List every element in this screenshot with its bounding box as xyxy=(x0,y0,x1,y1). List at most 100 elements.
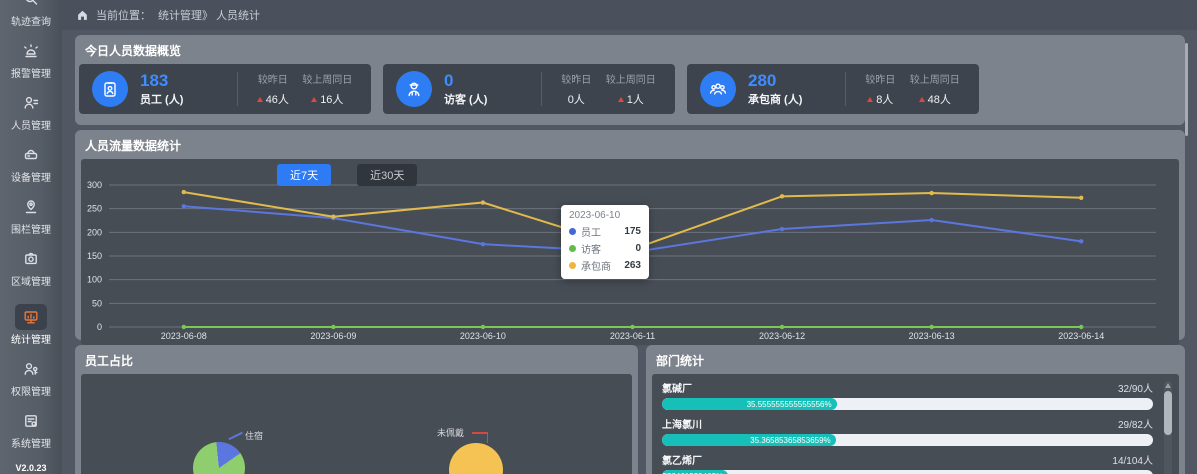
sidebar-item-device[interactable]: 设备管理 xyxy=(0,142,62,194)
svg-text:300: 300 xyxy=(87,180,102,190)
trend-up-arrow-icon xyxy=(617,96,624,102)
svg-text:100: 100 xyxy=(87,275,102,285)
tooltip-date: 2023-06-10 xyxy=(569,210,621,221)
compare-label: 较上周同日 xyxy=(302,75,353,86)
pie-label-connector xyxy=(486,432,488,443)
sidebar-item-label: 区域管理 xyxy=(11,277,51,288)
stat-cards: 183 员工 (人) 较昨日 46人 较上周同日 16人 0 访客 (人) 较昨… xyxy=(75,64,1185,114)
alarm-icon xyxy=(15,38,47,64)
compare-label: 较昨日 xyxy=(865,75,896,86)
sidebar-item-label: 轨迹查询 xyxy=(11,17,51,28)
stat-card: 0 访客 (人) 较昨日 0人 较上周同日 1人 xyxy=(383,64,675,114)
range-tab-30d[interactable]: 近30天 xyxy=(357,164,418,186)
series-dot-icon xyxy=(569,245,576,252)
stat-value: 183 xyxy=(140,71,169,90)
flow-chart-area: 近7天 近30天 0 50 100 150 200 250 300 2023-06-08 2023… xyxy=(81,159,1179,345)
department-bar-track: 13.461538461538462% xyxy=(662,470,1153,474)
svg-text:250: 250 xyxy=(87,204,102,214)
stat-value: 280 xyxy=(748,71,777,90)
compare-value: 1人 xyxy=(626,94,644,106)
department-title: 部门统计 xyxy=(656,354,705,368)
stat-card: 280 承包商 (人) 较昨日 8人 较上周同日 48人 xyxy=(687,64,979,114)
sidebar-item-label: 统计管理 xyxy=(11,335,51,346)
range-tab-7d[interactable]: 近7天 xyxy=(277,164,332,186)
breadcrumb-path[interactable]: 统计管理》 人员统计 xyxy=(158,10,261,22)
breadcrumb-prefix: 当前位置： xyxy=(96,10,151,22)
employee-ratio-panel: 员工占比 住宿 未佩戴 xyxy=(75,345,638,474)
tooltip-row: 访客 0 xyxy=(569,241,641,256)
chart-tooltip: 2023-06-10 员工 175 访客 0 承包商 263 xyxy=(561,205,649,279)
system-icon xyxy=(15,408,47,434)
card-divider xyxy=(541,72,542,106)
department-scrollbar[interactable] xyxy=(1164,381,1172,474)
sidebar-item-label: 人员管理 xyxy=(11,121,51,132)
range-tabs: 近7天 近30天 xyxy=(277,164,418,186)
sidebar-item-personnel[interactable]: 人员管理 xyxy=(0,90,62,142)
compare-value: 48人 xyxy=(927,94,951,106)
bottom-panels: 员工占比 住宿 未佩戴 部门统计 氯碱厂 32/90人 35.5555555555… xyxy=(75,345,1185,474)
sidebar-item-label: 报警管理 xyxy=(11,69,51,80)
svg-text:2023-06-13: 2023-06-13 xyxy=(909,331,955,341)
department-panel: 部门统计 氯碱厂 32/90人 35.555555555555556% 上海氯川… xyxy=(646,345,1185,474)
svg-text:2023-06-11: 2023-06-11 xyxy=(610,331,655,341)
department-row: 氯乙烯厂 14/104人 13.461538461538462% xyxy=(662,452,1153,474)
app-version: V2.0.23 xyxy=(15,463,47,473)
content-scrollbar-thumb[interactable] xyxy=(1185,43,1188,136)
sidebar-item-permission[interactable]: 权限管理 xyxy=(0,356,62,408)
flow-panel: 人员流量数据统计 近7天 近30天 0 50 100 150 200 250 300 2023-… xyxy=(75,130,1185,345)
pie-chart-1[interactable] xyxy=(193,442,245,474)
compare-value: 46人 xyxy=(265,94,289,106)
department-percent: 35.555555555555556% xyxy=(746,399,832,409)
department-percent: 35.36585365853659% xyxy=(750,435,831,445)
sidebar-item-area[interactable]: 区域管理 xyxy=(0,246,62,298)
sidebar-item-label: 权限管理 xyxy=(11,387,51,398)
svg-text:200: 200 xyxy=(87,227,102,237)
department-bar-fill: 13.461538461538462% xyxy=(662,470,729,474)
sidebar-item-track[interactable]: 轨迹查询 xyxy=(0,0,62,38)
permission-icon xyxy=(15,356,47,382)
compare-value: 16人 xyxy=(320,94,344,106)
fence-icon xyxy=(15,194,47,220)
overview-title: 今日人员数据概览 xyxy=(85,44,182,58)
card-divider xyxy=(237,72,238,106)
scroll-up-arrow-icon[interactable] xyxy=(1165,383,1171,388)
tooltip-row: 承包商 263 xyxy=(569,258,641,273)
tooltip-row: 员工 175 xyxy=(569,224,641,239)
compare-value: 0人 xyxy=(567,94,585,106)
sidebar-item-system[interactable]: 系统管理 xyxy=(0,408,62,460)
trend-up-arrow-icon xyxy=(256,96,263,102)
sidebar-item-alarm[interactable]: 报警管理 xyxy=(0,38,62,90)
tooltip-series-name: 员工 xyxy=(581,228,601,239)
employee-ratio-title: 员工占比 xyxy=(85,354,134,368)
pie-chart-2[interactable] xyxy=(449,443,503,474)
compare-stat: 较上周同日 1人 xyxy=(606,71,656,107)
department-name: 氯碱厂 xyxy=(662,384,692,395)
home-icon[interactable] xyxy=(76,9,89,22)
compare-label: 较昨日 xyxy=(257,75,288,86)
stat-card: 183 员工 (人) 较昨日 46人 较上周同日 16人 xyxy=(79,64,371,114)
statistics-icon xyxy=(15,304,47,330)
compare-stat: 较上周同日 48人 xyxy=(910,71,960,107)
series-dot-icon xyxy=(569,228,576,235)
department-count: 14/104人 xyxy=(1112,456,1153,467)
svg-text:2023-06-08: 2023-06-08 xyxy=(161,331,207,341)
svg-text:2023-06-14: 2023-06-14 xyxy=(1058,331,1104,341)
device-icon xyxy=(15,142,47,168)
sidebar-item-statistics[interactable]: 统计管理 xyxy=(0,304,62,356)
compare-stat: 较昨日 0人 xyxy=(561,71,591,107)
trend-up-arrow-icon xyxy=(867,96,874,102)
sidebar-menu: 轨迹查询 报警管理 人员管理 设备管理 围栏管理 区域管理 统计管理 权限管理 … xyxy=(0,0,62,460)
pie-slice-label: 未佩戴 xyxy=(437,428,465,438)
svg-text:2023-06-12: 2023-06-12 xyxy=(759,331,805,341)
trend-up-arrow-icon xyxy=(311,96,318,102)
trend-up-arrow-icon xyxy=(918,96,925,102)
svg-text:50: 50 xyxy=(92,298,102,308)
svg-text:150: 150 xyxy=(87,251,102,261)
sidebar-item-fence[interactable]: 围栏管理 xyxy=(0,194,62,246)
stat-label: 员工 (人) xyxy=(140,94,184,106)
content-region: 今日人员数据概览 183 员工 (人) 较昨日 46人 较上周同日 16人 0 xyxy=(62,30,1197,474)
breadcrumb: 当前位置： 统计管理》 人员统计 xyxy=(62,0,1197,30)
department-scrollbar-thumb[interactable] xyxy=(1164,391,1172,435)
area-icon xyxy=(15,246,47,272)
